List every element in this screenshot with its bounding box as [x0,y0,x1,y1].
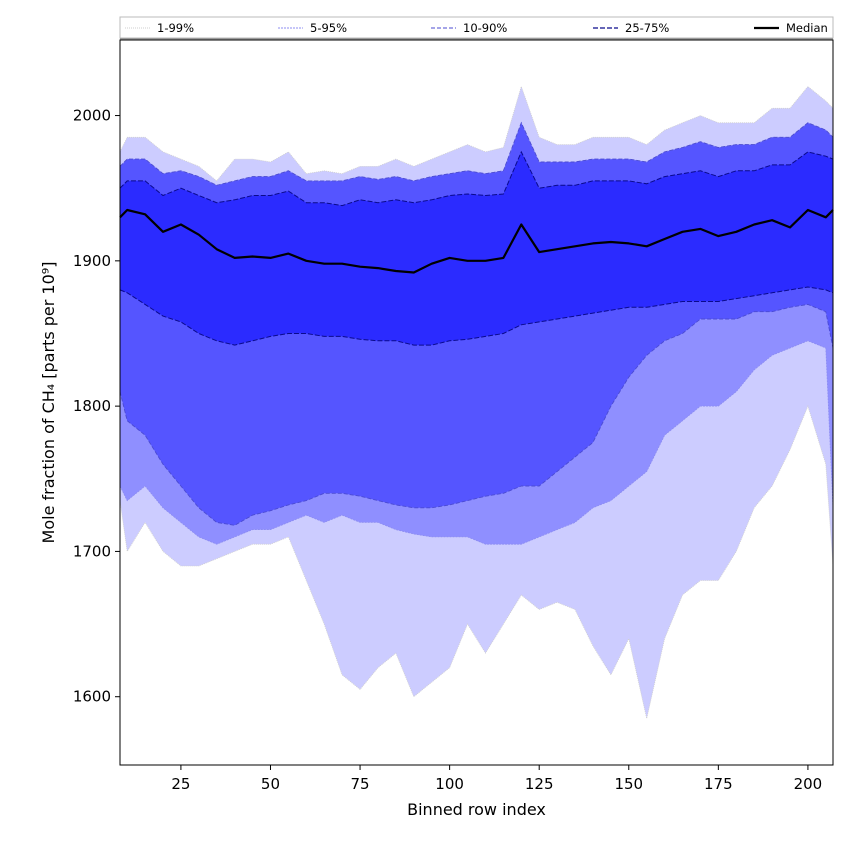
legend-frame [119,16,834,39]
bands-layer [120,86,833,719]
y-axis: 1600 1700 1800 1900 2000 [73,107,120,706]
x-axis: 25 50 75 100 125 150 175 200 [171,765,822,793]
x-axis-label: Binned row index [407,800,546,819]
x-tick-label: 100 [435,775,464,793]
band-edges-layer [119,85,834,719]
legend-label: 25-75% [625,21,669,35]
legend: 1-99% 5-95% 10-90% 25-75% Median [119,16,834,40]
x-tick-label: 75 [351,775,370,793]
edge-5-95-lower [119,340,834,545]
band-25-75 [120,151,833,346]
x-tick-label: 150 [614,775,643,793]
x-tick-label: 200 [794,775,823,793]
y-tick-label: 1700 [73,542,111,560]
x-tick-label: 125 [525,775,554,793]
edge-25-75-lower [119,286,834,346]
median-line [119,208,834,274]
y-tick-label: 2000 [73,107,111,125]
legend-label: 10-90% [463,21,507,35]
x-tick-label: 175 [704,775,733,793]
x-tick-label: 25 [171,775,190,793]
edge-1-99-upper [119,85,834,182]
edge-25-75-upper [119,150,834,207]
y-tick-label: 1600 [73,688,111,706]
y-tick-label: 1800 [73,397,111,415]
legend-label: Median [786,21,828,35]
legend-label: 5-95% [310,21,347,35]
legend-label: 1-99% [157,21,194,35]
plot-frame [119,39,834,766]
y-tick-label: 1900 [73,252,111,270]
edge-10-90-lower [119,303,834,526]
edge-10-90-upper [119,121,834,186]
median-layer [119,208,834,274]
y-axis-label: Mole fraction of CH₄ [parts per 10⁹] [39,262,58,544]
x-tick-label: 50 [261,775,280,793]
